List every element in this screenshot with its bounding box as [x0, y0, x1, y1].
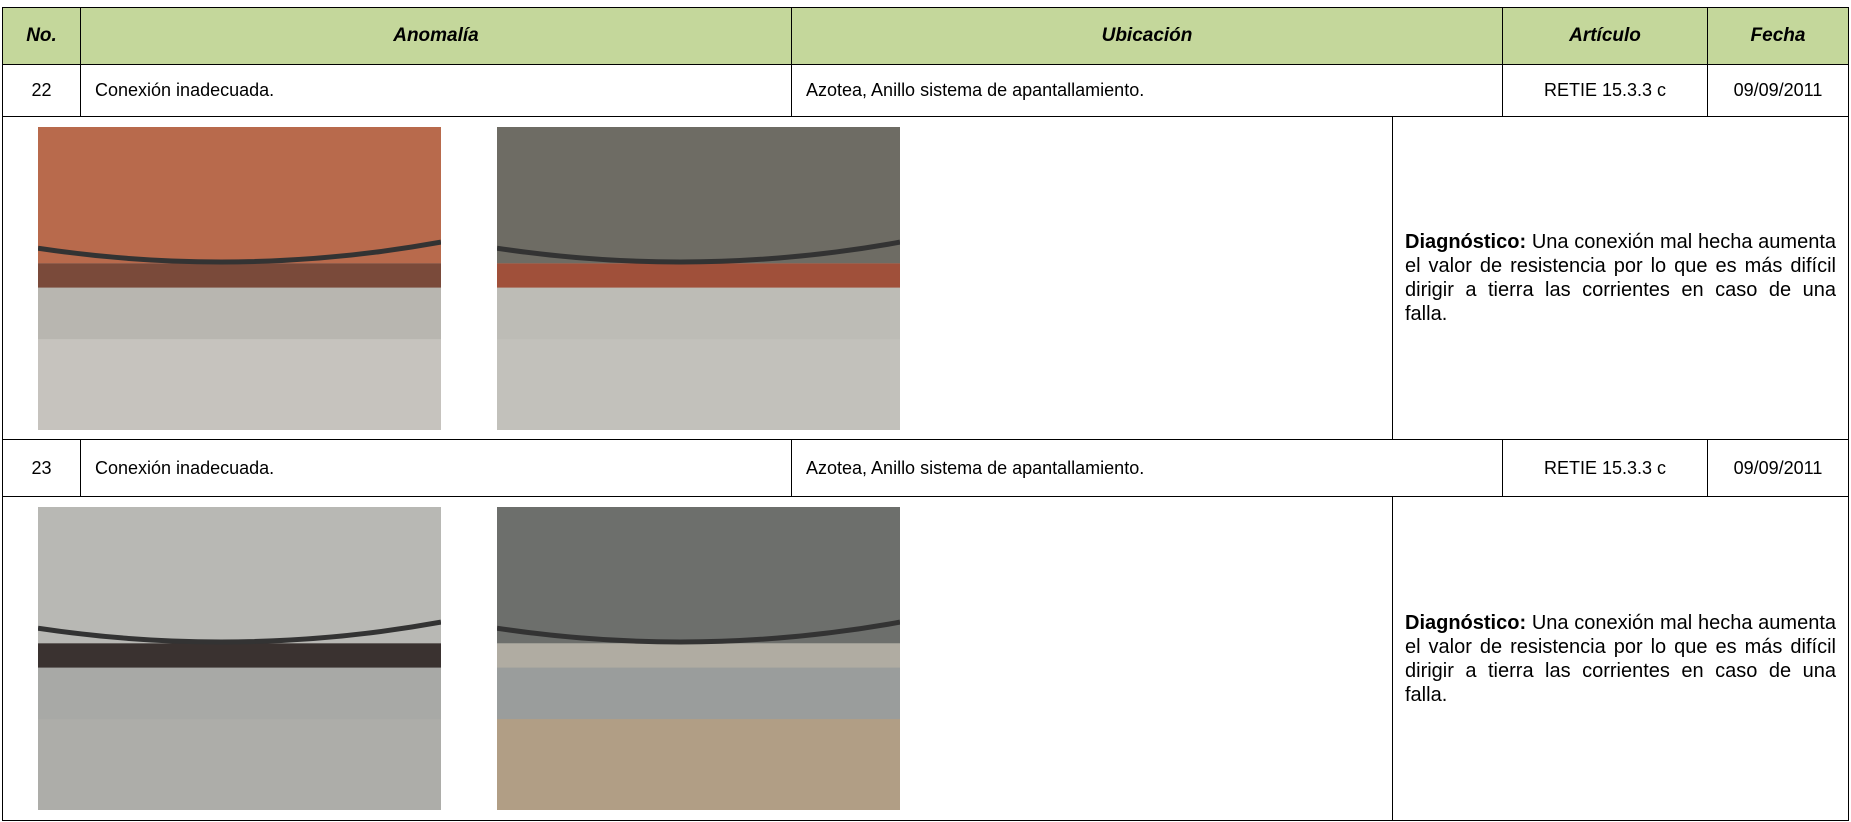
photo [38, 507, 441, 810]
anomaly: Conexión inadecuada. [80, 439, 792, 497]
header-cell: No. [2, 7, 81, 65]
date: 09/09/2011 [1707, 439, 1849, 497]
diagnosis-text: Una conexión mal hecha aumenta el valor … [1405, 231, 1836, 325]
diagnosis-cell: Diagnóstico: Una conexión mal hecha aume… [1392, 496, 1849, 821]
header-cell: Anomalía [80, 7, 792, 65]
diagnosis-label: Diagnóstico: [1405, 231, 1527, 253]
diagnosis: Diagnóstico: Una conexión mal hecha aume… [1405, 611, 1836, 707]
photo [497, 507, 900, 810]
diagnosis: Diagnóstico: Una conexión mal hecha aume… [1405, 230, 1836, 326]
date: 09/09/2011 [1707, 64, 1849, 117]
header-cell: Ubicación [791, 7, 1503, 65]
header-cell: Artículo [1502, 7, 1708, 65]
article: RETIE 15.3.3 c [1502, 64, 1708, 117]
diagnosis-text: Una conexión mal hecha aumenta el valor … [1405, 611, 1836, 706]
article: RETIE 15.3.3 c [1502, 439, 1708, 497]
location: Azotea, Anillo sistema de apantallamient… [791, 64, 1503, 117]
location: Azotea, Anillo sistema de apantallamient… [791, 439, 1503, 497]
row-number: 23 [2, 439, 81, 497]
anomaly: Conexión inadecuada. [80, 64, 792, 117]
photo [497, 127, 900, 430]
diagnosis-cell: Diagnóstico: Una conexión mal hecha aume… [1392, 116, 1849, 440]
photo [38, 127, 441, 430]
row-number: 22 [2, 64, 81, 117]
header-cell: Fecha [1707, 7, 1849, 65]
diagnosis-label: Diagnóstico: [1405, 611, 1527, 634]
